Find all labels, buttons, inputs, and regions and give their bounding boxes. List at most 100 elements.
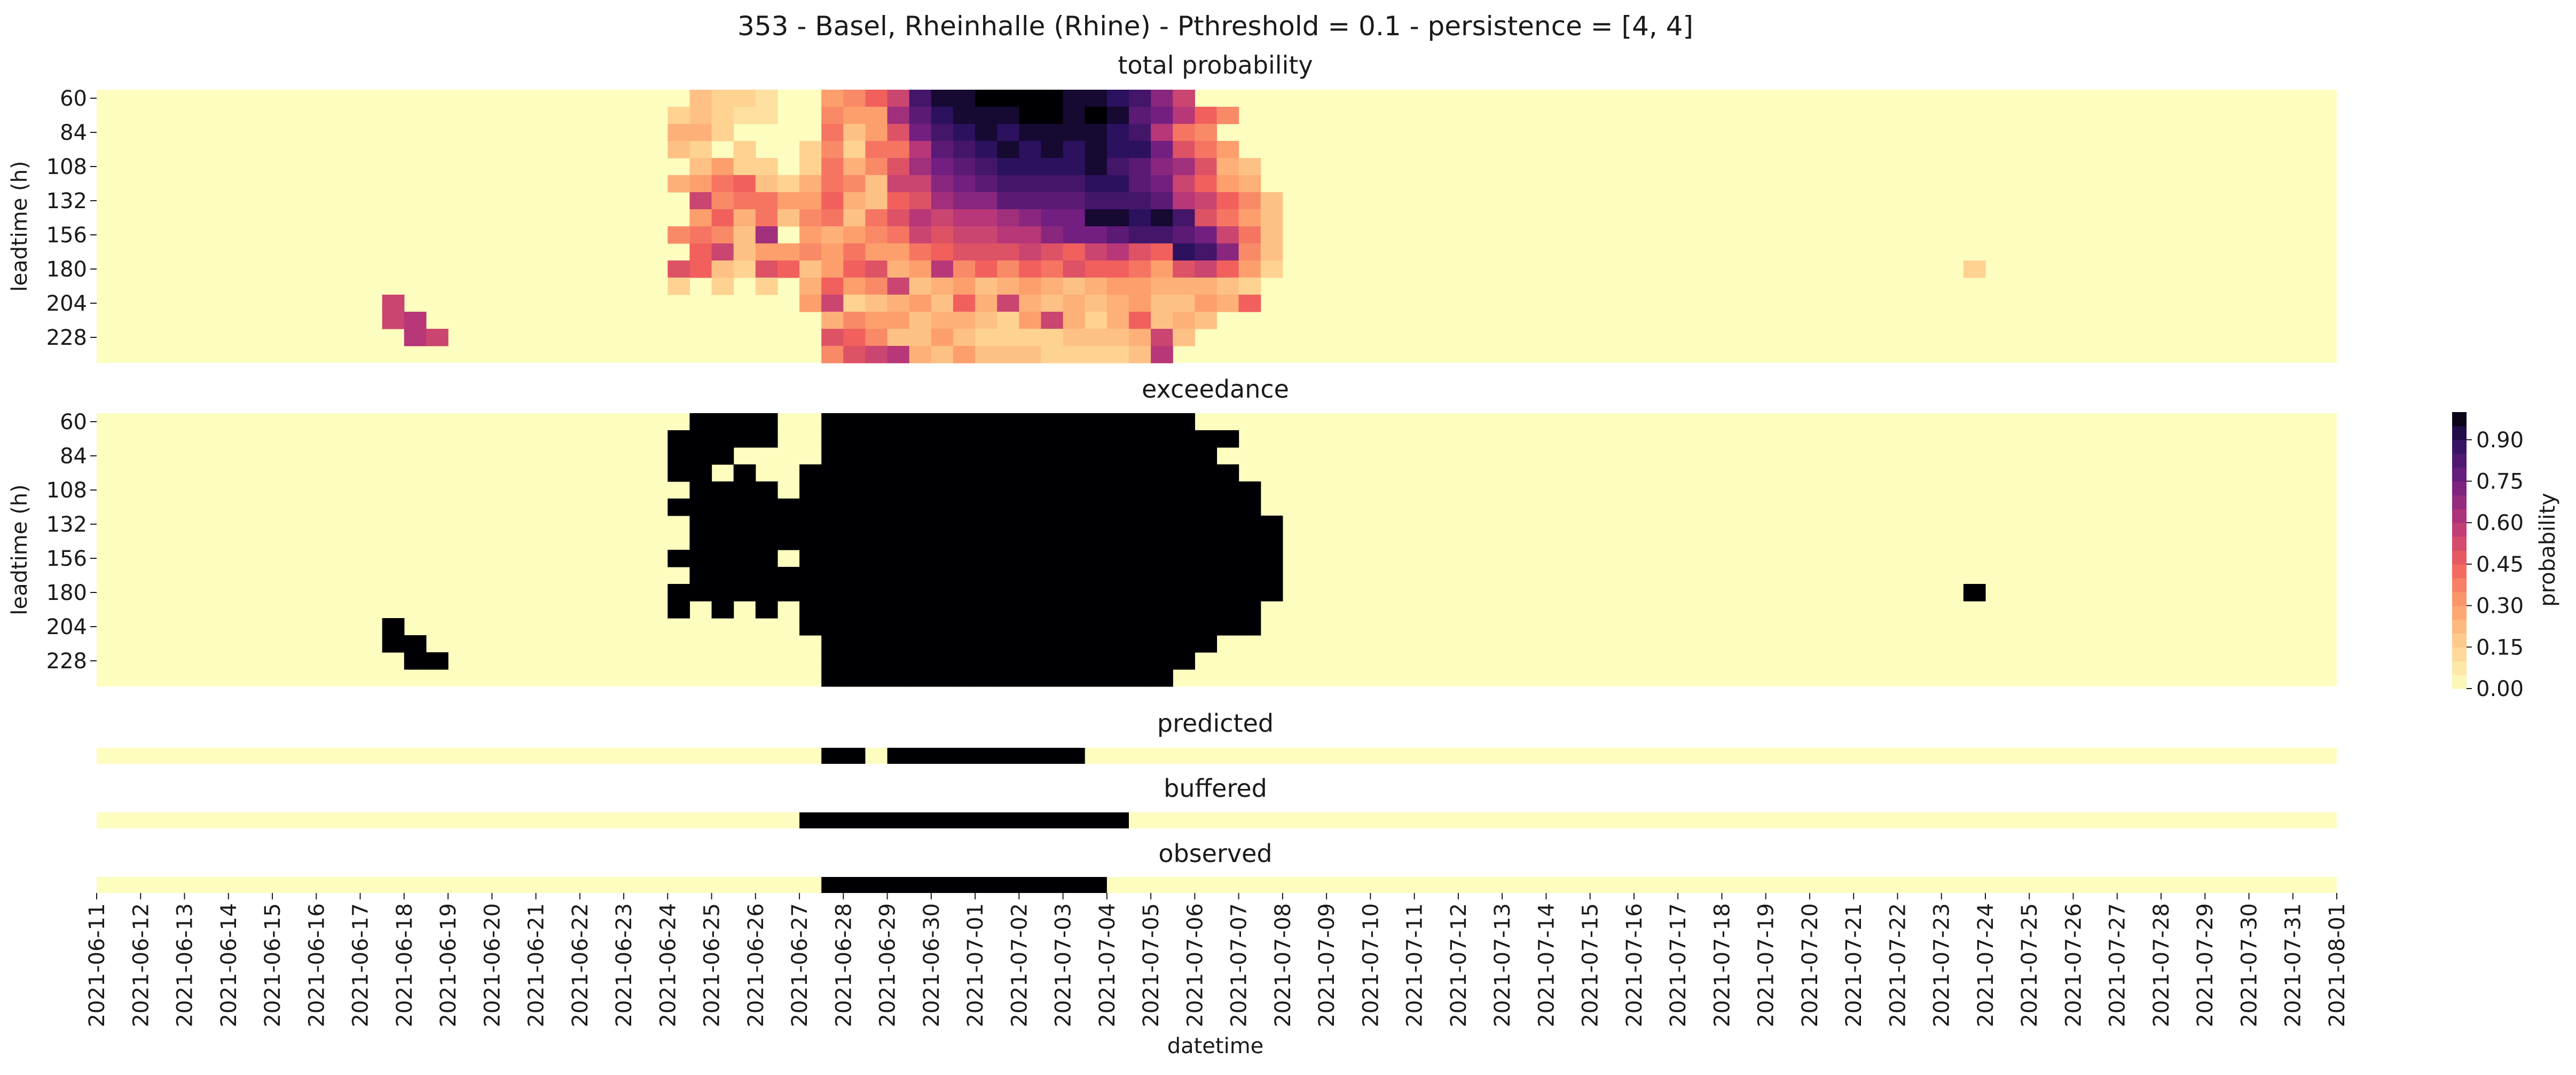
exceedance-cell: [711, 567, 734, 584]
probability-cell: [953, 158, 976, 176]
x-tick-label: 2021-07-06: [1183, 903, 1207, 1027]
exceedance-cell: [975, 652, 998, 670]
probability-cell: [799, 175, 822, 193]
probability-cell: [887, 175, 910, 193]
probability-cell: [1041, 158, 1064, 176]
exceedance-cell: [909, 584, 932, 602]
exceedance-y-tick-label: 204: [46, 615, 87, 639]
exceedance-cell: [865, 618, 888, 636]
probability-cell: [711, 124, 734, 141]
probability-cell: [1216, 175, 1239, 193]
probability-cell: [1195, 243, 1218, 261]
exceedance-cell: [953, 447, 976, 465]
probability-cell: [1151, 329, 1173, 346]
probability-cell: [1173, 226, 1195, 244]
probability-cell: [821, 312, 844, 329]
exceedance-cell: [1216, 567, 1239, 584]
probability-cell: [711, 90, 734, 107]
probability-cell: [887, 329, 910, 346]
exceedance-cell: [755, 499, 778, 516]
probability-cell: [1216, 243, 1239, 261]
x-tick-label: 2021-06-20: [480, 903, 505, 1027]
exceedance-cell: [975, 413, 998, 431]
probability-cell: [843, 278, 866, 295]
probability-cell: [909, 312, 932, 329]
probability-cell: [711, 226, 734, 244]
exceedance-cell: [1128, 550, 1151, 567]
probability-cell: [931, 329, 954, 346]
x-tick-label: 2021-07-25: [2017, 903, 2042, 1027]
probability-cell: [1019, 295, 1042, 312]
probability-cell: [1041, 124, 1064, 141]
exceedance-cell: [843, 584, 866, 602]
probability-cell: [1216, 209, 1239, 227]
buffered-strip: [97, 812, 2337, 828]
colorbar-band: [2452, 564, 2467, 579]
probability-cell: [821, 175, 844, 193]
x-tick-label: 2021-06-17: [349, 903, 373, 1027]
colorbar-tick-label: 0.00: [2476, 677, 2524, 701]
exceedance-cell: [953, 533, 976, 550]
exceedance-cell: [865, 652, 888, 670]
exceedance-cell: [1019, 499, 1042, 516]
probability-cell: [843, 226, 866, 244]
exceedance-cell: [865, 533, 888, 550]
probability-cell: [1106, 346, 1129, 363]
exceedance-cell: [1173, 430, 1195, 448]
x-tick-label: 2021-07-09: [1315, 903, 1339, 1027]
exceedance-cell: [1238, 601, 1261, 619]
probability-cell: [997, 278, 1019, 295]
exceedance-cell: [711, 550, 734, 567]
exceedance-cell: [1063, 533, 1086, 550]
probability-cell: [909, 141, 932, 159]
probability-cell: [689, 158, 712, 176]
exceedance-cell: [711, 516, 734, 533]
probability-cell: [755, 209, 778, 227]
probability-cell: [1128, 346, 1151, 363]
exceedance-cell: [1106, 499, 1129, 516]
exceedance-cell: [711, 584, 734, 602]
probability-cell: [426, 329, 449, 346]
colorbar-band: [2452, 550, 2467, 565]
exceedance-cell: [843, 601, 866, 619]
probability-cell: [711, 192, 734, 210]
probability-cell: [843, 175, 866, 193]
exceedance-cell: [1238, 550, 1261, 567]
probability-cell: [1195, 278, 1218, 295]
exceedance-cell: [1128, 618, 1151, 636]
exceedance-cell: [1173, 635, 1195, 653]
probability-cell: [843, 243, 866, 261]
exceedance-cell: [1238, 499, 1261, 516]
exceedance-cell: [909, 669, 932, 687]
exceedance-cell: [1106, 584, 1129, 602]
exceedance-y-tick-label: 228: [46, 649, 87, 674]
probability-cell: [1106, 243, 1129, 261]
exceedance-cell: [755, 533, 778, 550]
exceedance-cell: [1216, 464, 1239, 482]
exceedance-cell: [975, 533, 998, 550]
exceedance-cell: [931, 550, 954, 567]
exceedance-cell: [689, 516, 712, 533]
exceedance-cell: [1128, 635, 1151, 653]
probability-y-tick-label: 108: [46, 155, 87, 179]
probability-cell: [865, 124, 888, 141]
x-tick-label: 2021-07-19: [1754, 903, 1779, 1027]
x-tick-label: 2021-06-26: [744, 903, 768, 1027]
exceedance-cell: [1106, 567, 1129, 584]
exceedance-cell: [1151, 601, 1173, 619]
exceedance-cell: [1128, 464, 1151, 482]
exceedance-cell: [1195, 464, 1218, 482]
probability-cell: [1019, 243, 1042, 261]
exceedance-cell: [821, 635, 844, 653]
probability-cell: [799, 243, 822, 261]
exceedance-cell: [1151, 584, 1173, 602]
exceedance-cell: [1085, 618, 1108, 636]
probability-cell: [1195, 209, 1218, 227]
probability-cell: [1063, 209, 1086, 227]
probability-cell: [1063, 295, 1086, 312]
exceedance-y-ticks: 60 84 108 132 156 180 204 228: [46, 410, 97, 674]
probability-cell: [843, 192, 866, 210]
probability-cell: [887, 346, 910, 363]
exceedance-cell: [865, 413, 888, 431]
exceedance-cell: [887, 567, 910, 584]
